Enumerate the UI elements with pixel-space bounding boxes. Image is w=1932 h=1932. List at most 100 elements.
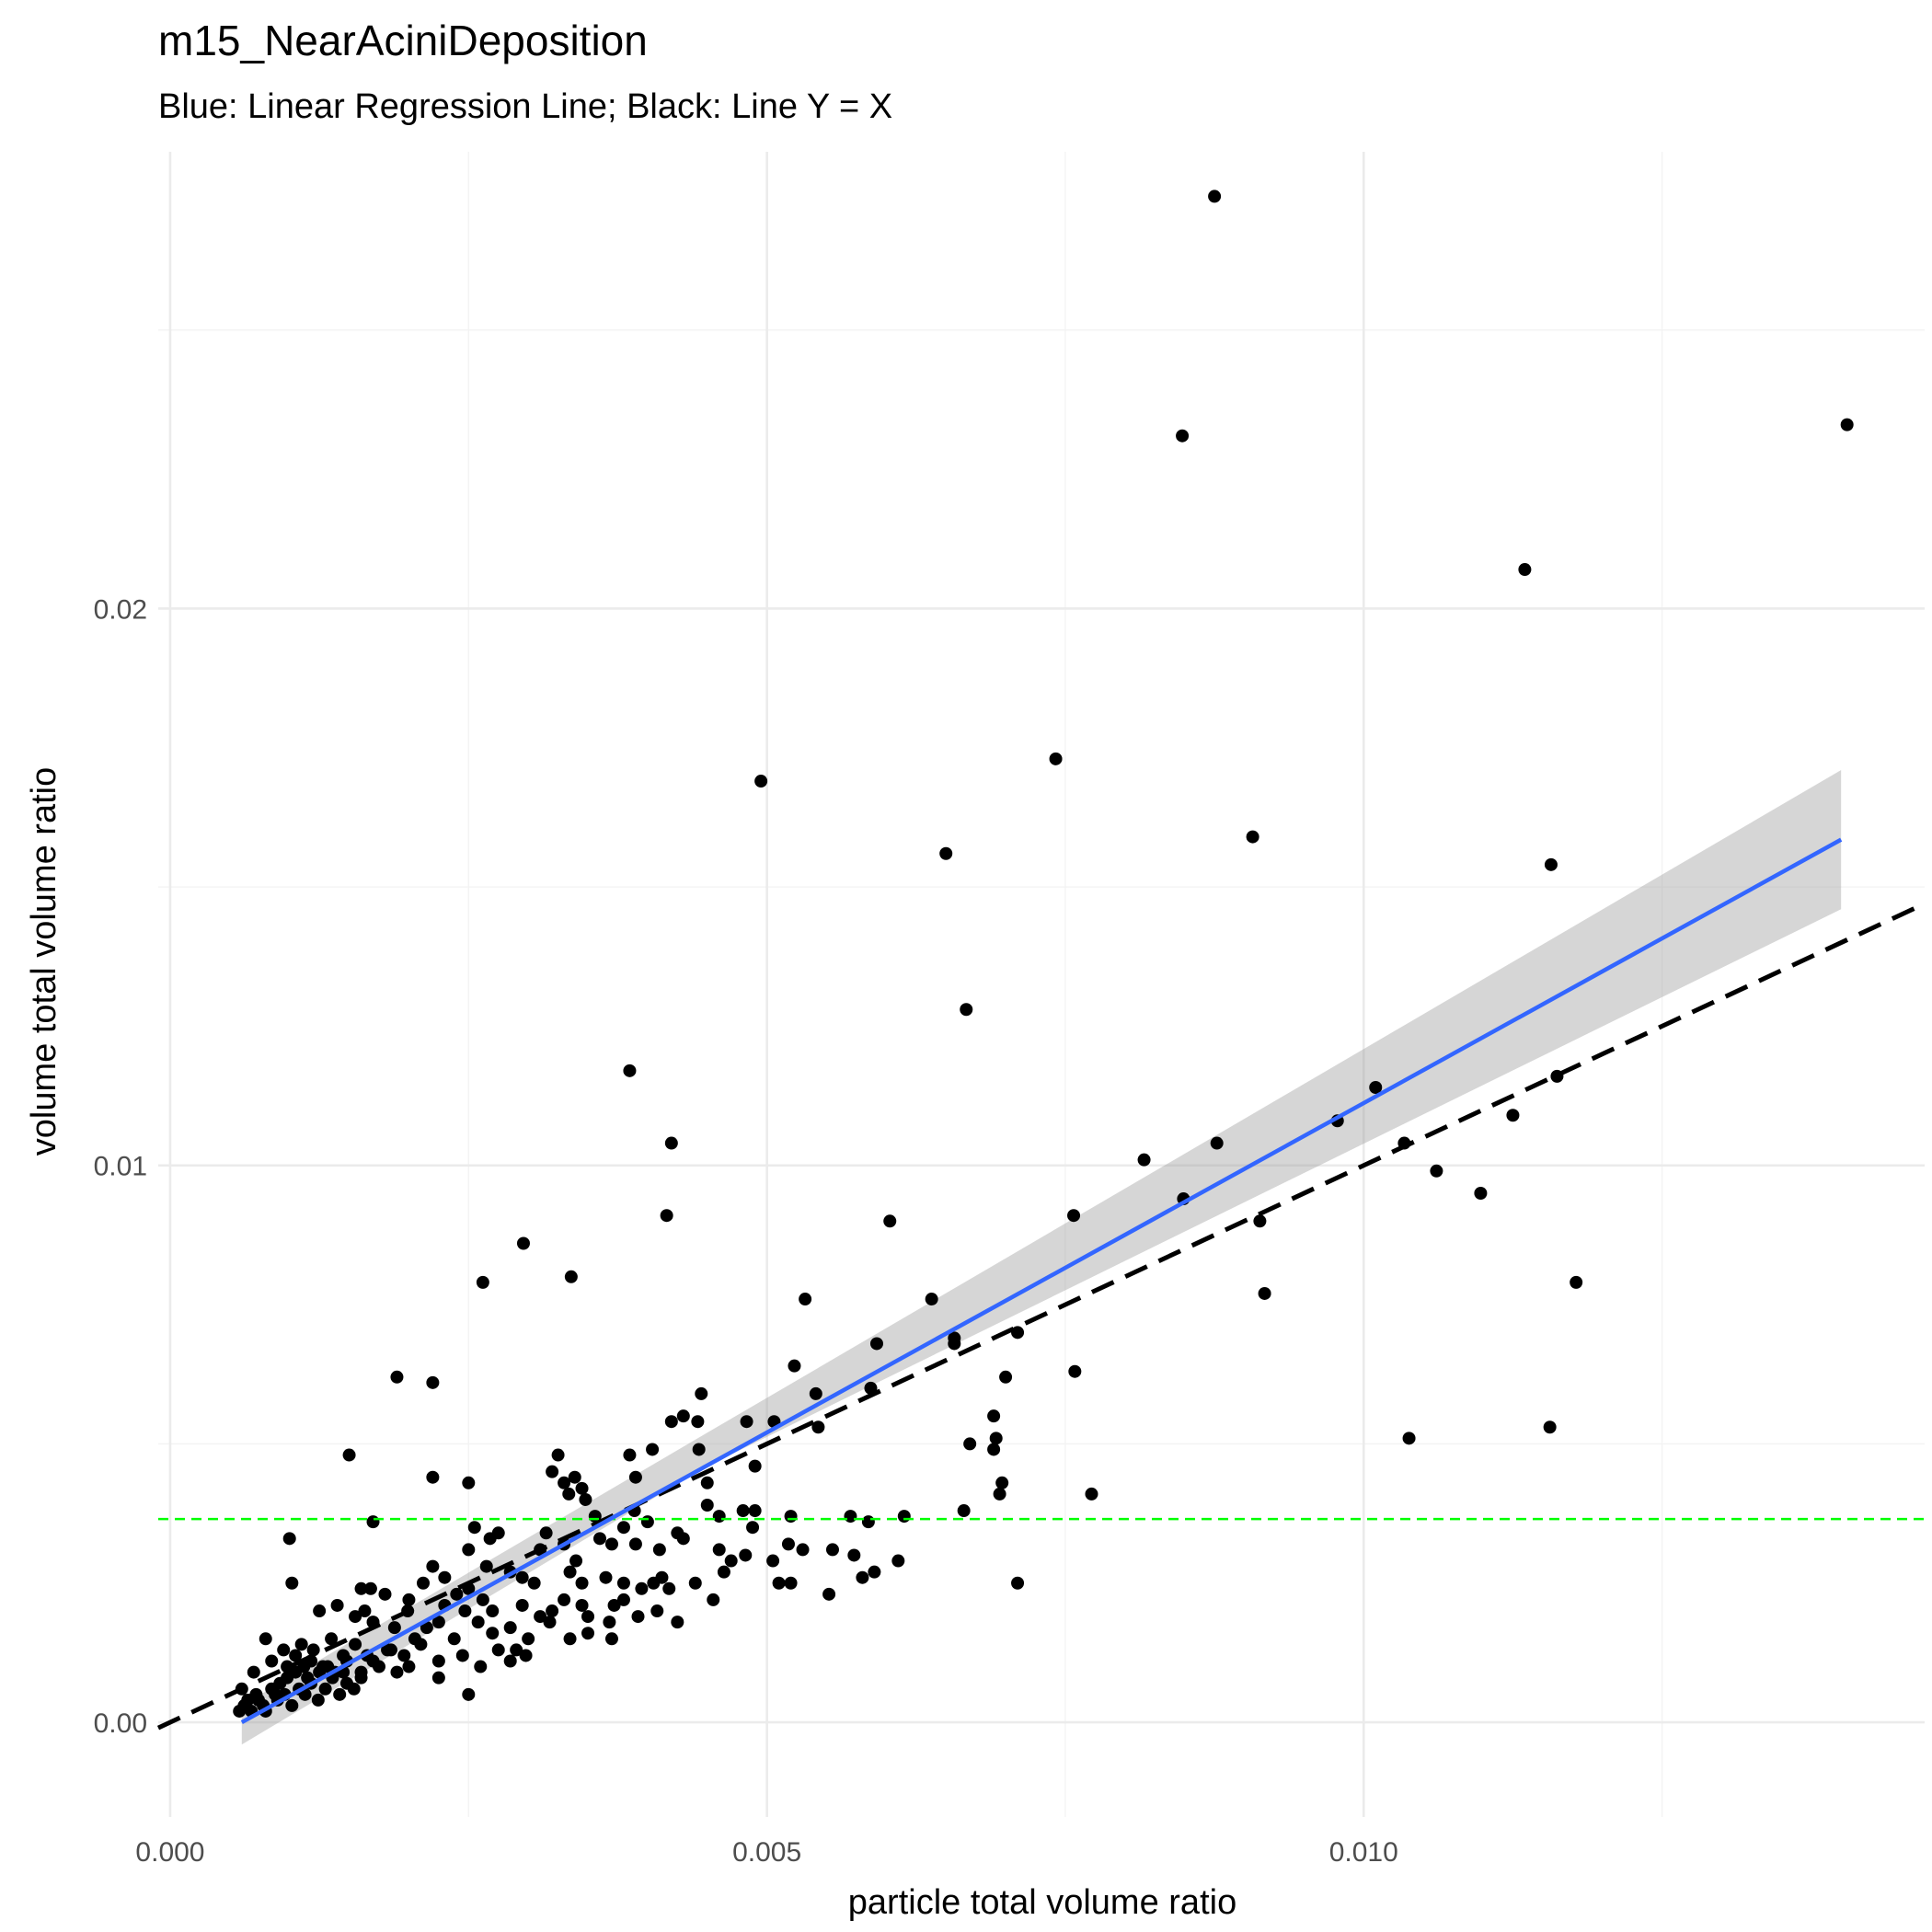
x-tick-label: 0.000 — [135, 1837, 204, 1868]
data-point — [474, 1660, 488, 1673]
data-point — [342, 1448, 356, 1462]
data-point — [318, 1682, 332, 1696]
data-point — [277, 1643, 291, 1657]
data-point — [939, 846, 953, 860]
data-point — [1258, 1286, 1271, 1300]
data-point — [568, 1470, 581, 1484]
data-point — [522, 1632, 535, 1646]
data-point — [486, 1604, 500, 1618]
data-point — [534, 1610, 547, 1624]
data-point — [695, 1386, 708, 1400]
data-point — [856, 1570, 869, 1584]
data-point — [358, 1604, 372, 1618]
data-point — [476, 1593, 489, 1606]
data-point — [861, 1515, 875, 1529]
data-point — [251, 1693, 265, 1707]
data-point — [712, 1510, 726, 1524]
data-point — [289, 1649, 303, 1662]
data-point — [471, 1616, 485, 1629]
data-point — [402, 1660, 416, 1673]
regression-line — [240, 837, 1843, 1725]
data-point — [692, 1443, 706, 1456]
data-point — [510, 1643, 523, 1657]
data-point — [1402, 1432, 1416, 1445]
data-point — [604, 1632, 618, 1646]
data-point — [1085, 1487, 1098, 1501]
data-point — [515, 1598, 529, 1612]
data-point — [616, 1576, 630, 1590]
data-point — [447, 1632, 461, 1646]
data-point — [402, 1593, 416, 1606]
data-point — [700, 1499, 714, 1512]
data-point — [640, 1515, 654, 1529]
data-point — [431, 1654, 445, 1668]
data-point — [987, 1443, 1001, 1456]
data-point — [623, 1064, 637, 1077]
data-point — [707, 1593, 720, 1606]
data-point — [491, 1643, 505, 1657]
data-point — [664, 1415, 678, 1429]
data-point — [671, 1616, 684, 1629]
data-point — [635, 1581, 649, 1595]
data-point — [1506, 1109, 1520, 1122]
data-point — [285, 1576, 299, 1590]
data-point — [963, 1437, 977, 1451]
chart-subtitle: Blue: Linear Regression Line; Black: Lin… — [158, 87, 892, 126]
data-point — [397, 1649, 411, 1662]
data-point — [575, 1481, 589, 1495]
data-point — [1049, 752, 1063, 765]
data-point — [616, 1593, 630, 1606]
data-point — [321, 1660, 335, 1673]
data-point — [960, 1003, 973, 1017]
data-point — [581, 1627, 595, 1640]
data-point — [784, 1576, 798, 1590]
data-point — [676, 1409, 690, 1423]
y-tick-label: 0.00 — [94, 1708, 147, 1739]
data-point — [563, 1565, 577, 1579]
y-tick-label: 0.01 — [94, 1152, 147, 1182]
data-point — [269, 1687, 282, 1701]
data-point — [330, 1598, 344, 1612]
data-point — [462, 1476, 476, 1489]
data-point — [868, 1565, 881, 1579]
tick-labels-layer: 0.000 0.005 0.010 0.00 0.01 0.02 — [94, 594, 1398, 1868]
data-point — [562, 1487, 576, 1501]
data-point — [1430, 1164, 1443, 1178]
data-point — [676, 1532, 690, 1546]
data-point — [809, 1386, 822, 1400]
data-point — [579, 1492, 592, 1506]
data-point — [431, 1616, 445, 1629]
data-point — [781, 1537, 795, 1551]
data-point — [390, 1665, 404, 1679]
data-point — [426, 1470, 440, 1484]
data-point — [662, 1581, 676, 1595]
data-point — [717, 1565, 730, 1579]
data-point — [294, 1638, 308, 1651]
data-point — [740, 1415, 753, 1429]
data-point — [599, 1570, 613, 1584]
data-point — [378, 1587, 392, 1601]
data-point — [799, 1293, 812, 1306]
data-point — [739, 1548, 753, 1562]
data-point — [519, 1649, 533, 1662]
data-point — [503, 1654, 517, 1668]
data-point — [766, 1554, 780, 1568]
identity-line — [156, 901, 1926, 1731]
data-point — [628, 1470, 642, 1484]
data-point — [462, 1543, 476, 1557]
data-point — [390, 1370, 404, 1384]
data-point — [796, 1543, 810, 1557]
data-point — [847, 1548, 861, 1562]
data-point — [527, 1576, 541, 1590]
data-point — [883, 1214, 897, 1228]
data-point — [844, 1510, 857, 1524]
plot-grid — [158, 152, 1925, 1817]
data-point — [700, 1476, 714, 1489]
data-point — [736, 1504, 750, 1518]
data-point — [347, 1682, 361, 1696]
x-tick-label: 0.005 — [732, 1837, 801, 1868]
data-point — [811, 1420, 825, 1434]
data-point — [373, 1660, 385, 1673]
data-point — [746, 1521, 760, 1535]
